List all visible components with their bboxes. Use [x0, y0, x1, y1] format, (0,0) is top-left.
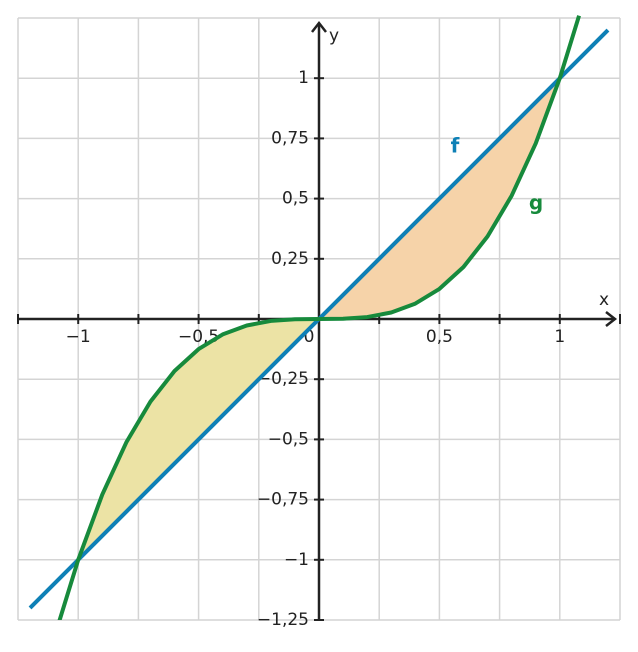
y-axis-label: y — [329, 26, 339, 46]
x-tick-label: 1 — [554, 327, 565, 347]
y-tick-label: −1 — [284, 550, 309, 570]
y-tick-label: 0,5 — [282, 189, 309, 209]
x-tick-label: −0,5 — [178, 327, 219, 347]
line — [57, 15, 581, 620]
y-axis-arrow — [311, 20, 327, 33]
y-tick-label: −0,75 — [257, 490, 309, 510]
y-tick-label: −0,5 — [268, 429, 309, 449]
series-label: g — [529, 191, 543, 215]
x-tick-label: −1 — [66, 327, 91, 347]
x-tick-label: 0,5 — [426, 327, 453, 347]
y-tick-label: −1,25 — [257, 610, 309, 630]
series-label: f — [451, 134, 460, 158]
y-tick-label: 0,75 — [271, 128, 309, 148]
y-tick-label: 0,25 — [271, 249, 309, 269]
x-tick-label: 0 — [304, 327, 315, 347]
y-tick-label: 1 — [298, 68, 309, 88]
y-tick-label: −0,25 — [257, 369, 309, 389]
x-axis-label: x — [599, 290, 609, 310]
x-axis-arrow — [605, 311, 618, 327]
